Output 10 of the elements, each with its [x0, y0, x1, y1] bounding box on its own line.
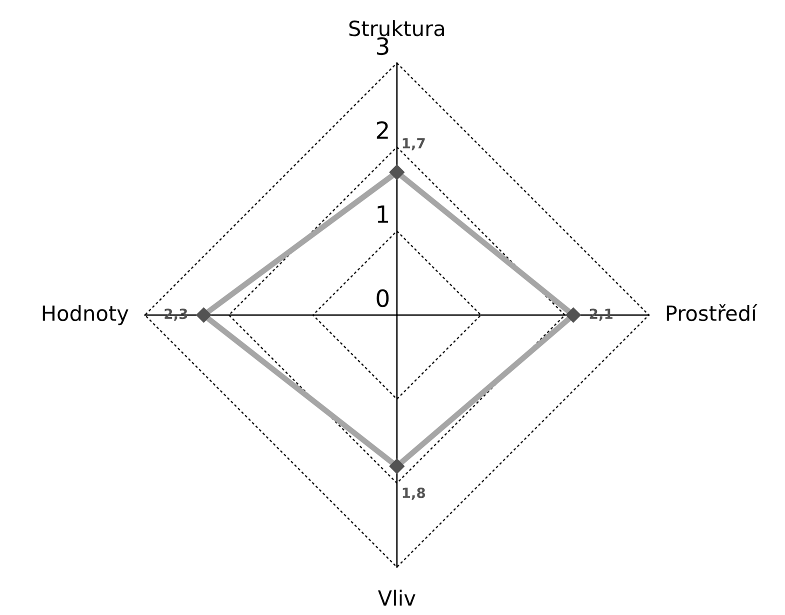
spoke-label: Prostředí	[666, 304, 758, 322]
y-tick-label: 3	[376, 37, 388, 56]
data-label: 1,8	[402, 488, 426, 500]
data-label: 1,7	[402, 138, 425, 150]
y-tick-label: 1	[378, 206, 388, 223]
y-tick-label: 0	[376, 289, 389, 308]
spoke-label: Struktura	[349, 20, 444, 36]
spoke-label: Hodnoty	[42, 304, 128, 326]
y-tick-label: 2	[376, 121, 388, 139]
spoke-label: Vliv	[378, 590, 416, 606]
